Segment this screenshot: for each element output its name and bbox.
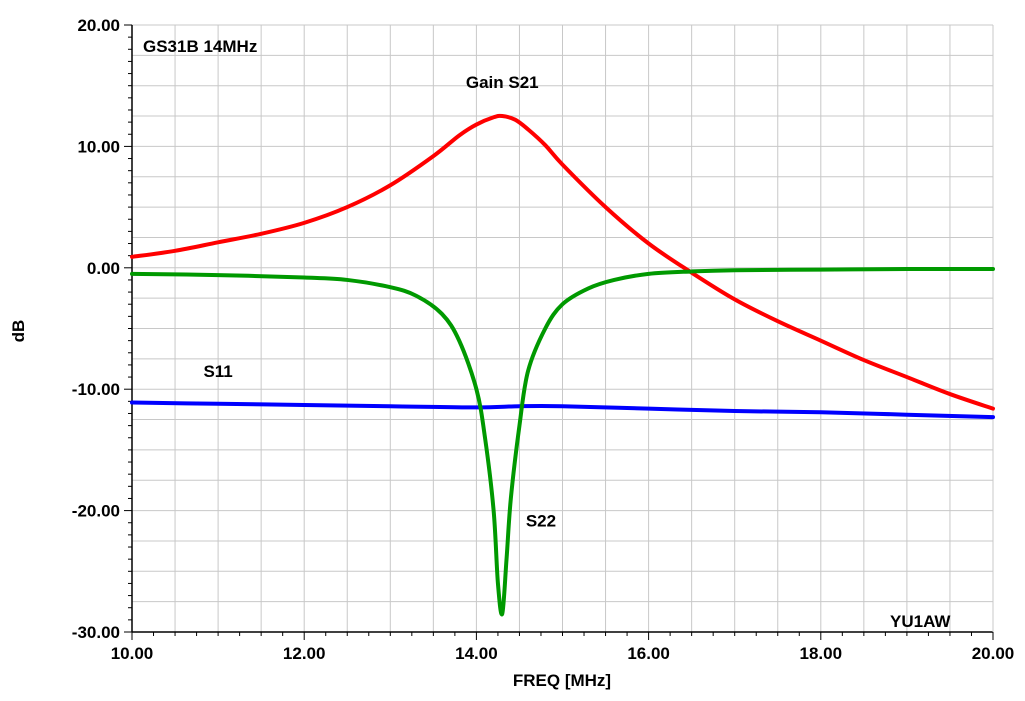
series-line-s11 <box>130 400 995 420</box>
annotation-gain-s21: Gain S21 <box>466 73 539 92</box>
grid-minor <box>131 24 994 633</box>
axis-ticks <box>124 24 994 640</box>
y-tick-label: -20.00 <box>72 502 120 521</box>
y-tick-label: -30.00 <box>72 623 120 642</box>
x-tick-label: 18.00 <box>800 644 843 663</box>
y-axis-title: dB <box>9 320 28 343</box>
annotation-s22: S22 <box>526 511 556 530</box>
x-tick-label: 16.00 <box>627 644 670 663</box>
y-tick-label: -10.00 <box>72 380 120 399</box>
y-tick-label: 10.00 <box>77 137 120 156</box>
x-tick-label: 12.00 <box>283 644 326 663</box>
x-axis-title: FREQ [MHz] <box>513 671 611 690</box>
series-lines <box>130 113 995 617</box>
y-tick-label: 0.00 <box>87 259 120 278</box>
x-tick-label: 14.00 <box>455 644 498 663</box>
annotation-s11: S11 <box>203 362 232 381</box>
series-line-s22 <box>130 266 995 617</box>
annotations: Gain S21 S11 S22 <box>203 73 556 530</box>
watermark-label: YU1AW <box>890 612 951 631</box>
chart-title: GS31B 14MHz <box>143 37 257 56</box>
tick-labels: 10.00 12.00 14.00 16.00 18.00 20.00 20.00 10.00… <box>72 16 1014 663</box>
x-tick-label: 20.00 <box>972 644 1015 663</box>
series-line-gain-s21 <box>130 113 995 411</box>
y-tick-label: 20.00 <box>77 16 120 35</box>
x-tick-label: 10.00 <box>111 644 154 663</box>
